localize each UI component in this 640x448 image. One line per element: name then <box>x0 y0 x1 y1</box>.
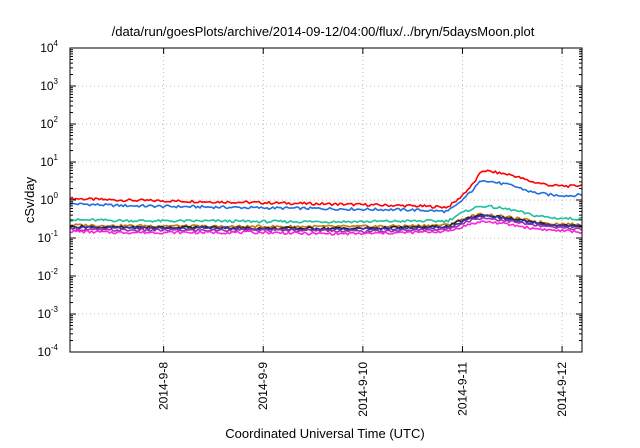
series-lines <box>69 169 583 236</box>
axis-ticks <box>70 47 582 353</box>
x-axis-label: Coordinated Universal Time (UTC) <box>225 426 424 441</box>
y-tick-label: 100 <box>40 191 58 207</box>
y-tick-label: 10-4 <box>38 343 59 359</box>
x-tick-labels: 2014-9-8 2014-9-9 2014-9-10 2014-9-11 2014-9… <box>157 362 569 417</box>
chart-title: /data/run/goesPlots/archive/2014-09-12/0… <box>112 24 535 39</box>
y-axis-label: cSv/day <box>22 176 37 223</box>
x-tick-label: 2014-9-11 <box>455 362 469 416</box>
y-tick-exponent: -4 <box>51 343 59 352</box>
y-tick-label: 102 <box>40 115 58 131</box>
x-tick-label: 2014-9-10 <box>356 362 370 417</box>
y-tick-label: 10-1 <box>38 229 59 245</box>
series-line <box>69 179 583 214</box>
x-tick-label: 2014-9-9 <box>256 362 270 410</box>
series-line <box>69 204 583 224</box>
x-tick-label: 2014-9-12 <box>555 362 569 417</box>
y-tick-base: 10 <box>38 269 52 283</box>
x-tick-label: 2014-9-8 <box>157 362 171 410</box>
y-tick-exponent: 4 <box>54 39 59 48</box>
y-tick-base: 10 <box>40 117 54 131</box>
y-tick-exponent: -1 <box>51 229 59 238</box>
y-tick-base: 10 <box>38 307 52 321</box>
series-line <box>69 216 583 234</box>
grid <box>70 48 582 352</box>
y-tick-base: 10 <box>40 193 54 207</box>
y-tick-exponent: -2 <box>51 267 59 276</box>
y-tick-base: 10 <box>38 345 52 359</box>
y-tick-base: 10 <box>40 155 54 169</box>
y-tick-label: 10-3 <box>38 305 59 321</box>
series-line <box>69 169 583 209</box>
y-tick-base: 10 <box>38 231 52 245</box>
y-tick-base: 10 <box>40 79 54 93</box>
y-tick-base: 10 <box>40 41 54 55</box>
y-tick-exponent: 1 <box>54 153 59 162</box>
y-tick-exponent: 2 <box>54 115 59 124</box>
series-line <box>69 220 583 236</box>
y-tick-exponent: 0 <box>54 191 59 200</box>
y-tick-label: 101 <box>40 153 58 169</box>
y-tick-label: 10-2 <box>38 267 59 283</box>
y-tick-label: 104 <box>40 39 58 55</box>
y-tick-exponent: 3 <box>54 77 59 86</box>
y-tick-exponent: -3 <box>51 305 59 314</box>
y-tick-label: 103 <box>40 77 58 93</box>
